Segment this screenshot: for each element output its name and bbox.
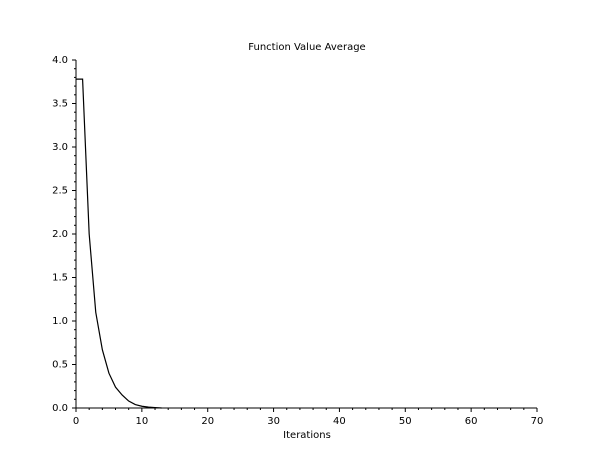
y-tick-label: 3.0 — [52, 142, 68, 153]
y-tick-label: 2.0 — [52, 229, 68, 240]
x-tick-label: 20 — [201, 416, 214, 427]
series-line — [76, 78, 162, 409]
x-tick-label: 50 — [399, 416, 412, 427]
y-ticks: 0.0 0.5 1.0 1.5 2.0 2.5 3.0 3.5 4.0 — [52, 55, 76, 414]
series-layer — [76, 78, 162, 409]
x-tick-label: 10 — [135, 416, 148, 427]
x-ticks: 0 10 20 30 40 50 60 70 — [73, 408, 544, 427]
x-tick-label: 70 — [531, 416, 544, 427]
x-tick-label: 40 — [333, 416, 346, 427]
y-tick-label: 1.5 — [52, 273, 68, 284]
x-tick-label: 30 — [267, 416, 280, 427]
y-tick-label: 0.5 — [52, 360, 68, 371]
y-tick-label: 0.0 — [52, 403, 68, 414]
x-axis-label: Iterations — [283, 430, 331, 441]
plot-area: 0 10 20 30 40 50 60 70 0.0 0.5 1.0 1.5 2.0 2.5 3.0 3.5… — [52, 55, 543, 427]
y-tick-label: 4.0 — [52, 55, 68, 66]
chart-title: Function Value Average — [248, 42, 365, 53]
y-tick-label: 1.0 — [52, 316, 68, 327]
x-tick-label: 0 — [73, 416, 79, 427]
y-tick-label: 2.5 — [52, 186, 68, 197]
x-tick-label: 60 — [465, 416, 478, 427]
y-tick-label: 3.5 — [52, 99, 68, 110]
